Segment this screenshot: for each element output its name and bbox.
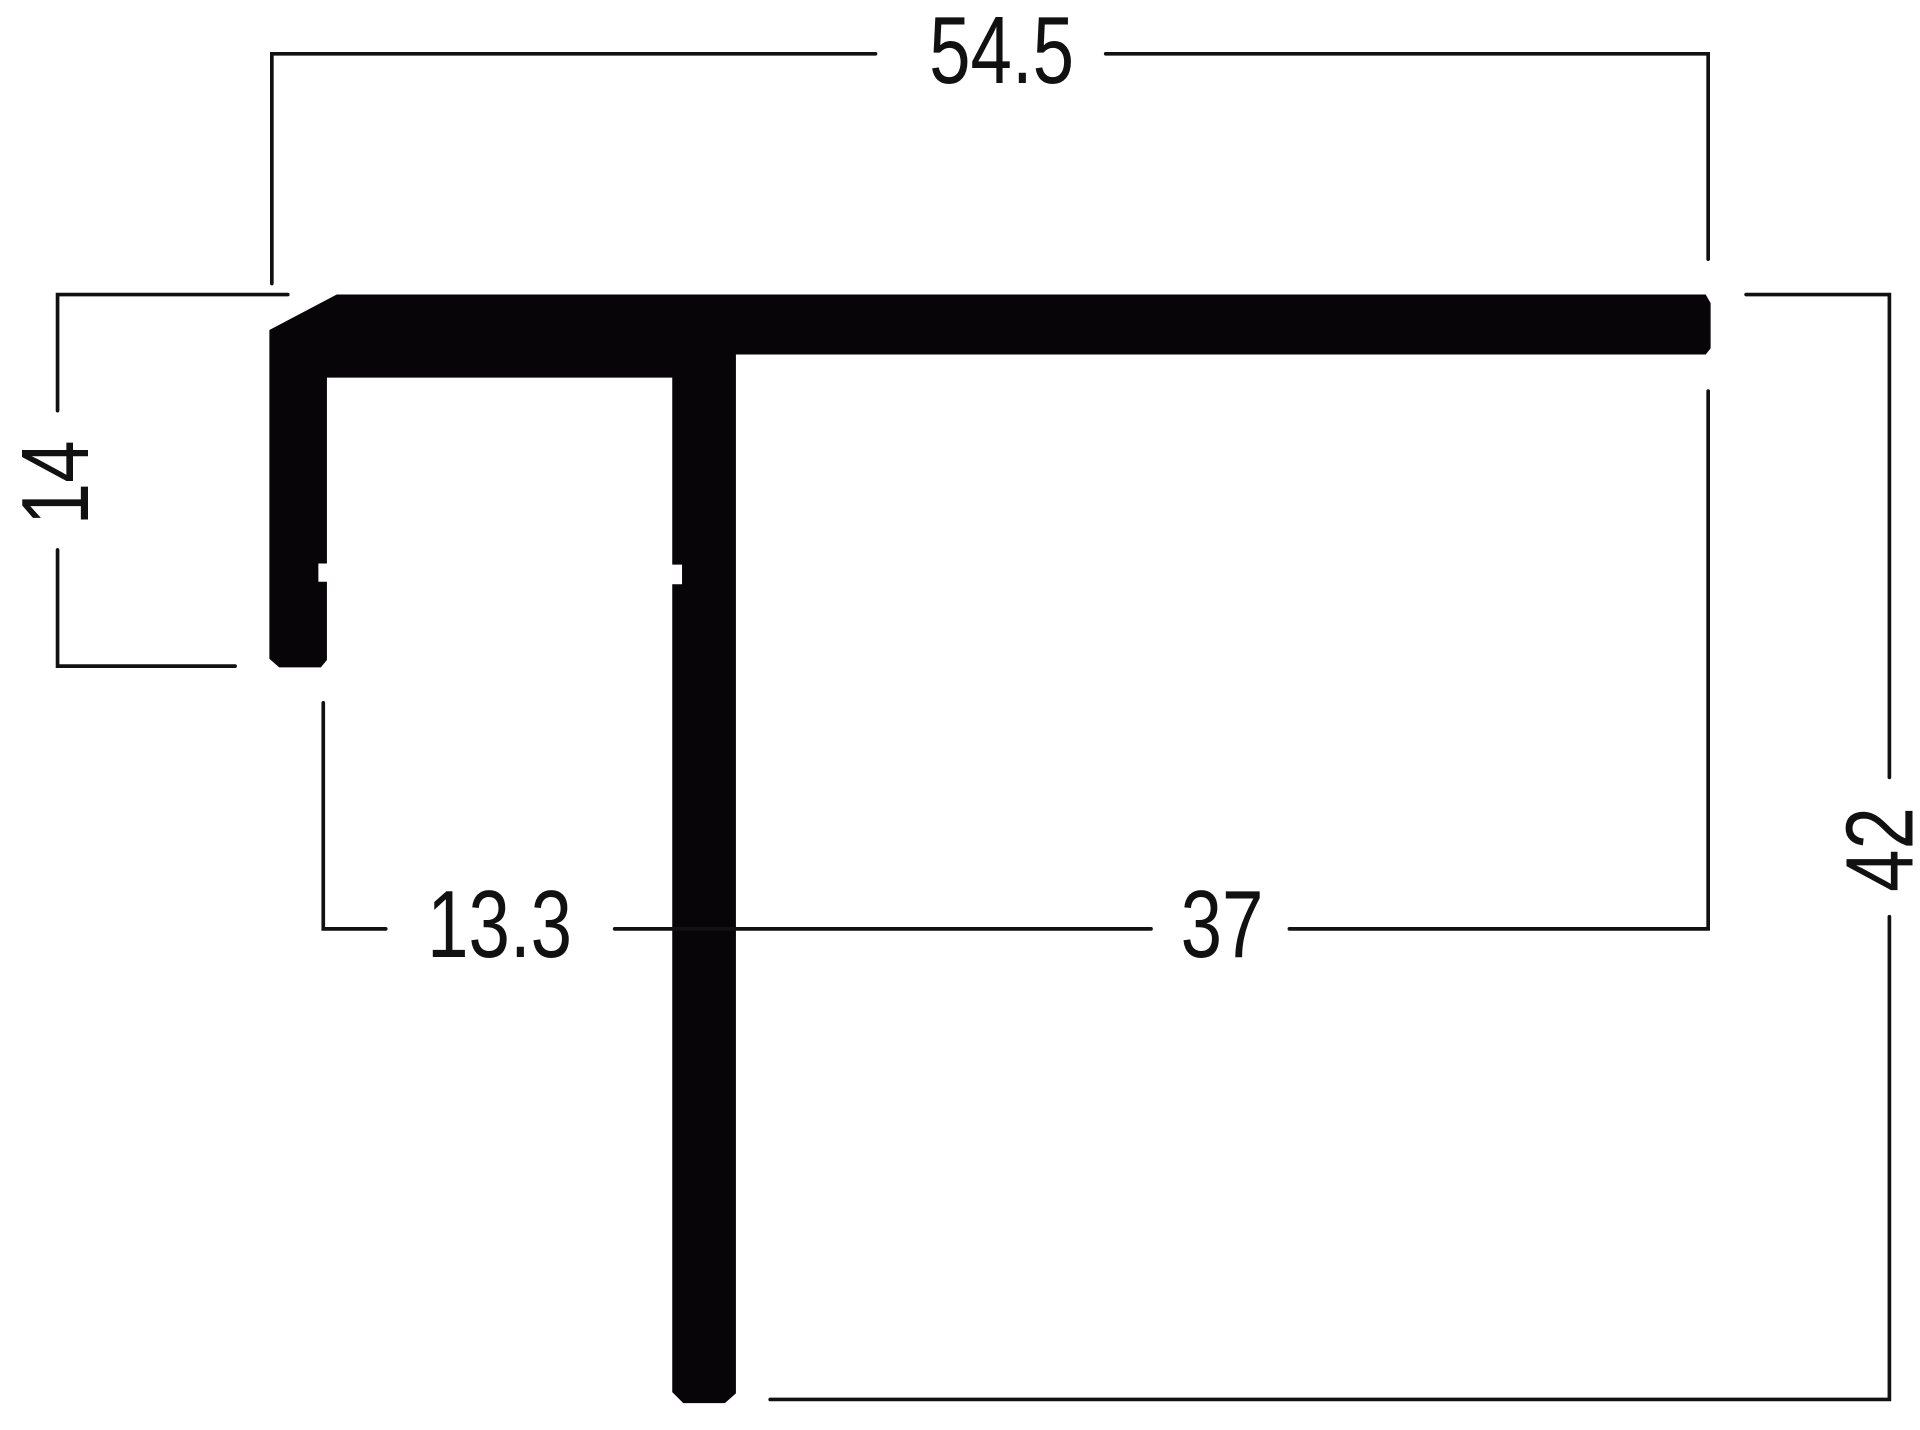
dimension-label-overall-width: 54.5 [929,0,1074,104]
dimension-flange-height: 14 [3,292,290,668]
dimension-label-flange-height: 14 [3,440,109,525]
dimension-label-right-span: 37 [1181,872,1264,978]
dimension-label-overall-height: 42 [1828,807,1920,892]
dimension-bottom-spans: 13.3 37 [321,389,1710,978]
t-profile-section [269,294,1711,1404]
dimension-overall-height: 42 [768,292,1920,1402]
dimension-overall-width: 54.5 [270,0,1710,286]
dimension-label-left-offset: 13.3 [427,872,572,978]
